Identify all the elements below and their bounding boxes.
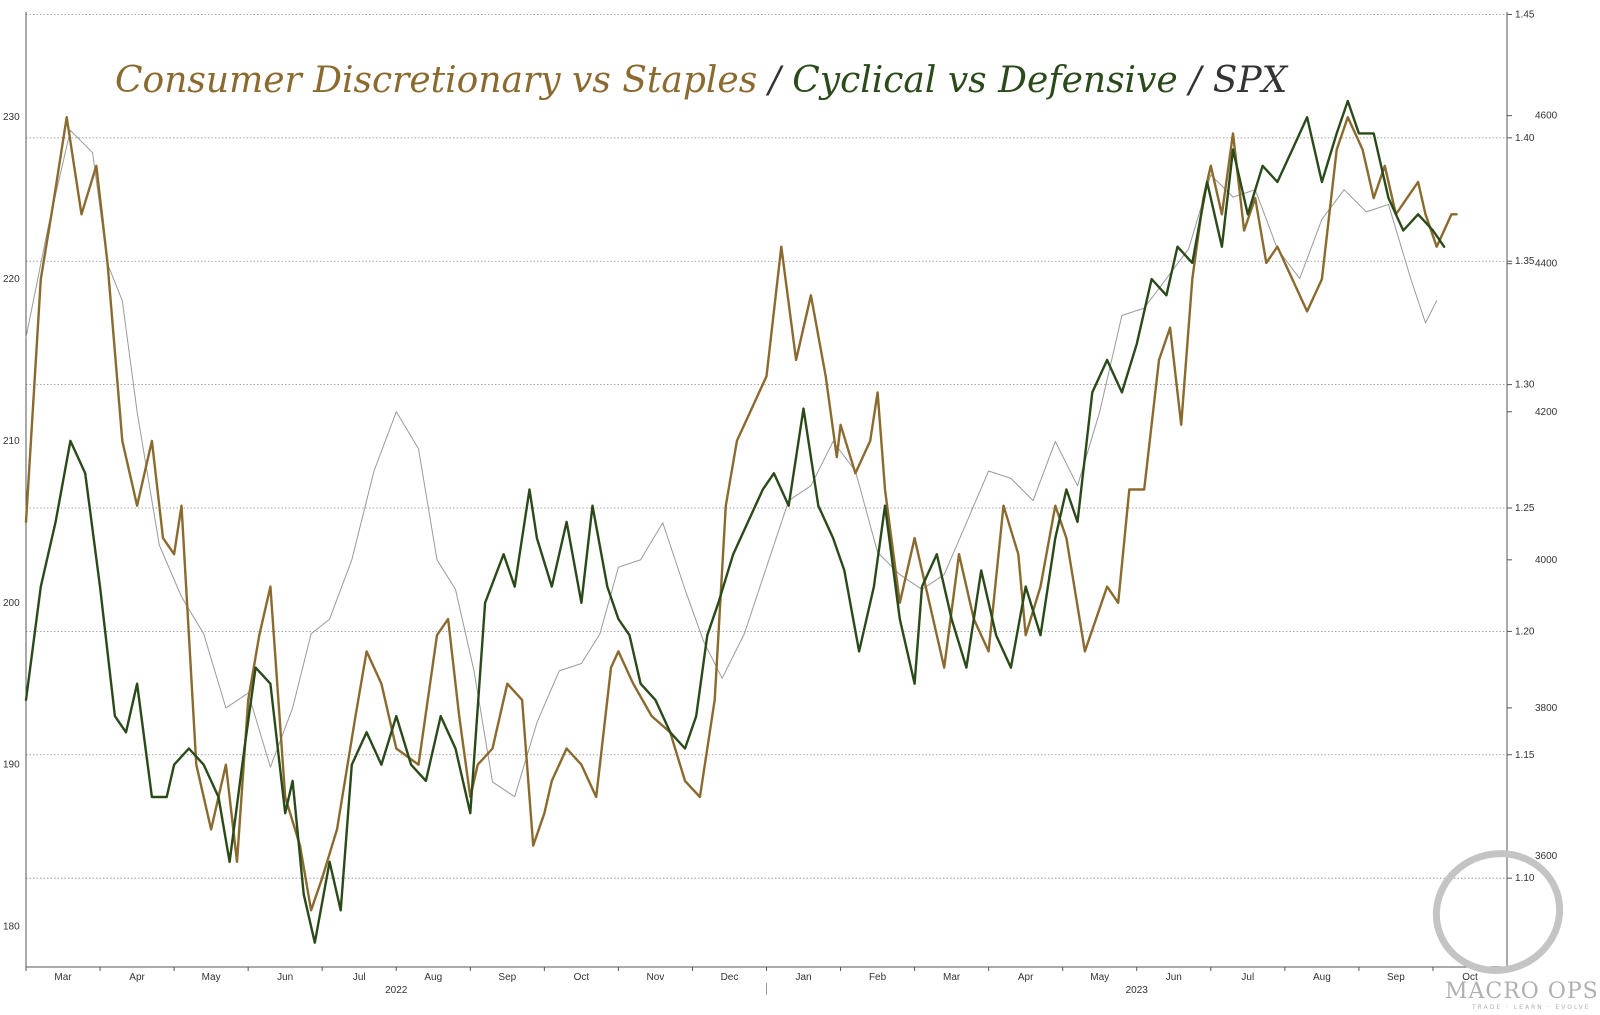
watermark-text: MACRO OPS [1445,979,1599,1004]
left-tick-label: 220 [3,274,20,285]
x-month-label: Jul [1241,972,1254,983]
x-month-label: Aug [424,972,442,983]
x-month-label: Mar [54,972,72,983]
x-month-label: Jun [277,972,293,983]
ratio-tick-label: 1.30 [1515,380,1535,391]
logo-ring-icon [1432,850,1564,974]
x-month-label: Sep [1387,972,1405,983]
x-month-label: Sep [498,972,516,983]
title-part: / SPX [1178,60,1289,101]
macro-ops-logo: MACRO OPS TRADE · LEARN · EVOLVE [1432,850,1599,1011]
ratio-tick-label: 1.20 [1515,626,1535,637]
x-month-label: Feb [869,972,887,983]
ratio-axis: 1.10 1.15 1.20 1.25 1.30 1.35 1.40 1.45 [1507,9,1535,884]
x-month-label: Aug [1313,972,1331,983]
series-layer [24,99,1458,944]
x-year-label: 2023 [1126,985,1149,996]
x-month-label: Oct [574,972,590,983]
spx-tick-label: 4400 [1535,259,1558,270]
left-axis: 180 190 200 210 220 230 [3,112,20,932]
x-month-label: Apr [129,972,145,983]
x-month-label: Jun [1166,972,1182,983]
spx-tick-label: 4200 [1535,407,1558,418]
x-month-label: Nov [647,972,665,983]
spx-tick-label: 4600 [1535,111,1558,122]
chart-title: Consumer Discretionary vs Staples / Cycl… [115,60,1289,101]
x-month-label: May [202,972,221,983]
x-axis: Mar Apr May Jun Jul Aug Sep Oct Nov Dec Jan Feb Mar A… [25,967,1478,996]
left-tick-label: 210 [3,436,20,447]
ratio-tick-label: 1.10 [1515,873,1535,884]
left-tick-label: 230 [3,112,20,123]
spx-tick-label: 4000 [1535,555,1558,566]
watermark-subtext: TRADE · LEARN · EVOLVE [1471,1004,1591,1011]
x-month-label: May [1090,972,1109,983]
spx-axis: 3600 3800 4000 4200 4400 4600 [1507,111,1558,862]
x-month-label: Jul [353,972,366,983]
spx-tick-label: 3800 [1535,703,1558,714]
series-line-cyclical-vs-defensive [24,99,1446,944]
x-month-label: Mar [943,972,961,983]
ratio-tick-label: 1.45 [1515,9,1535,20]
left-tick-label: 190 [3,760,20,771]
x-month-label: Jan [795,972,811,983]
x-year-label: 2022 [385,985,408,996]
title-part: Consumer Discretionary vs Staples [115,60,757,101]
left-tick-label: 180 [3,922,20,933]
title-part: / [757,60,792,101]
spx-tick-label: 3600 [1535,851,1558,862]
x-month-label: Dec [721,972,739,983]
left-tick-label: 200 [3,598,20,609]
ratio-tick-label: 1.35 [1515,256,1535,267]
ratio-tick-label: 1.25 [1515,503,1535,514]
ratio-tick-label: 1.40 [1515,133,1535,144]
title-part: Cyclical vs Defensive [792,60,1178,101]
x-month-label: Oct [1462,972,1478,983]
series-line-consumer-discretionary-vs-staples [24,115,1458,912]
ratio-tick-label: 1.15 [1515,750,1535,761]
x-month-label: Apr [1018,972,1034,983]
